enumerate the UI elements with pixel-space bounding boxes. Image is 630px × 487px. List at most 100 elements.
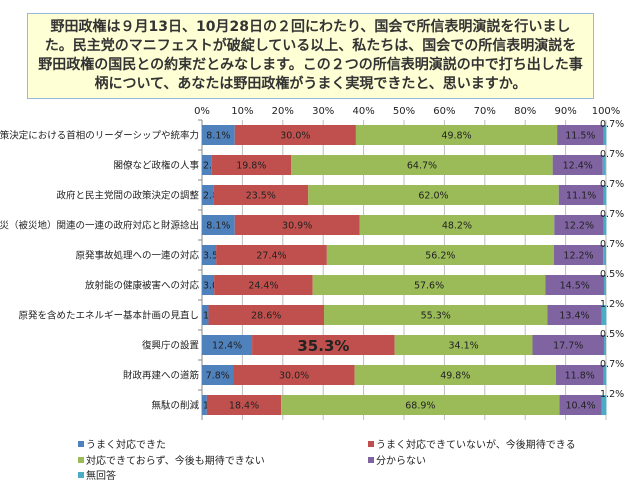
category-label: 閣僚など政権の人事: [113, 160, 199, 172]
bar-segment: [547, 305, 602, 325]
category-label: 震災（被災地）関連の一連の政府対応と財源捻出: [0, 220, 199, 232]
bar-segment: [557, 125, 604, 145]
category-label: 放射能の健康被害への対応: [85, 280, 200, 292]
bar-segment: [252, 335, 395, 355]
legend-label: 無回答: [86, 471, 116, 482]
data-label: 49.8%: [440, 371, 470, 382]
category-label: 政府と民主党間の政策決定の調整: [56, 190, 199, 202]
question-box: 野田政権は９月13日、10月28日の２回にわたり、国会で所信表明演説を行いました…: [27, 13, 594, 99]
data-label: 3.5%: [203, 251, 227, 262]
legend-item: うまく対応できた: [78, 436, 166, 451]
bar-segment: [234, 125, 356, 145]
bar-segment: [202, 305, 209, 325]
data-label: 12.4%: [212, 341, 242, 352]
bar-segment: [206, 395, 282, 415]
data-label: 11.8%: [565, 371, 595, 382]
bar-segment: [601, 395, 607, 415]
legend-label: 分からない: [376, 456, 426, 467]
bar-segment: [601, 305, 607, 325]
bar-segment: [552, 155, 603, 175]
data-label: 14.5%: [560, 281, 590, 292]
category-label: 原発を含めたエネルギー基本計画の見直し: [18, 310, 199, 322]
bar-segment: [202, 125, 235, 145]
legend-swatch: [368, 440, 374, 447]
data-label: 62.0%: [418, 191, 448, 202]
bar-segment: [208, 305, 325, 325]
data-label: 30.9%: [282, 221, 312, 232]
bar-segment: [555, 365, 604, 385]
x-tick-label: 90%: [554, 106, 576, 117]
bar-segment: [202, 365, 234, 385]
category-label: 財政再建への道筋: [123, 370, 199, 382]
data-label: 0.5%: [600, 269, 624, 280]
bar-segment: [214, 275, 313, 295]
bar-segment: [326, 245, 554, 265]
bar-segment: [312, 275, 546, 295]
data-label: 8.1%: [206, 221, 230, 232]
data-label: 23.5%: [246, 191, 276, 202]
x-tick-label: 40%: [352, 106, 374, 117]
x-tick-label: 70%: [474, 106, 496, 117]
legend-swatch: [78, 440, 84, 447]
legend-swatch: [78, 456, 84, 463]
data-label: 0.7%: [600, 179, 624, 190]
legend-label: 対応できておらず、今後も期待できない: [86, 456, 265, 467]
bar-segment: [216, 245, 327, 265]
bar-segment: [202, 215, 235, 235]
bar-segment: [553, 245, 604, 265]
data-label: 28.6%: [251, 311, 281, 322]
category-label: 無駄の削減: [151, 400, 199, 412]
bar-segment: [233, 365, 355, 385]
data-label: 64.7%: [407, 161, 437, 172]
category-label: 政策決定における首相のリーダーシップや統率力: [0, 130, 199, 142]
legend-swatch: [78, 471, 84, 478]
bar-segment: [554, 215, 604, 235]
bar-segment: [202, 185, 214, 205]
data-label: 0.5%: [600, 329, 624, 340]
data-label: 10.4%: [565, 401, 595, 412]
x-tick-label: 0%: [194, 106, 210, 117]
bar-segment: [359, 215, 555, 235]
x-tick-label: 30%: [312, 106, 334, 117]
legend-item: 分からない: [368, 452, 426, 467]
data-label: 0.7%: [600, 119, 624, 130]
bar-segment: [354, 365, 556, 385]
data-label: 30.0%: [279, 371, 309, 382]
bar-segment: [202, 395, 207, 415]
x-tick-label: 80%: [514, 106, 536, 117]
bar-segment: [603, 245, 606, 265]
data-label: 34.1%: [448, 341, 478, 352]
bar-segment: [324, 305, 548, 325]
bar-segment: [559, 395, 602, 415]
data-label: 27.4%: [256, 251, 286, 262]
data-label: 11.5%: [565, 131, 595, 142]
legend-item: 対応できておらず、今後も期待できない: [78, 452, 265, 467]
data-label: 8.1%: [206, 131, 230, 142]
data-label: 57.6%: [414, 281, 444, 292]
data-label: 35.3%: [297, 337, 349, 355]
data-label: 17.7%: [553, 341, 583, 352]
data-label: 0.7%: [600, 359, 624, 370]
data-label: 68.9%: [405, 401, 435, 412]
bar-segment: [558, 185, 604, 205]
bar-segment: [202, 155, 212, 175]
data-label: 12.4%: [563, 161, 593, 172]
legend-swatch: [368, 456, 374, 463]
category-label: 復興庁の設置: [142, 340, 199, 352]
x-tick-label: 10%: [231, 106, 253, 117]
bar-segment: [394, 335, 533, 355]
data-label: 0.7%: [600, 239, 624, 250]
legend-label: うまく対応できた: [86, 440, 166, 451]
legend-item: うまく対応できていないが、今後期待できる: [368, 436, 576, 451]
bar-segment: [291, 155, 553, 175]
bar-segment: [545, 275, 604, 295]
bar-segment: [213, 185, 309, 205]
data-label: 49.8%: [441, 131, 471, 142]
data-label: 0.7%: [600, 209, 624, 220]
bar-segment: [308, 185, 559, 205]
bar-segment: [234, 215, 360, 235]
data-label: 1.2%: [600, 299, 624, 310]
bar-segment: [202, 245, 217, 265]
data-label: 0.7%: [600, 149, 624, 160]
category-label: 原発事故処理への一連の対応: [75, 250, 199, 262]
